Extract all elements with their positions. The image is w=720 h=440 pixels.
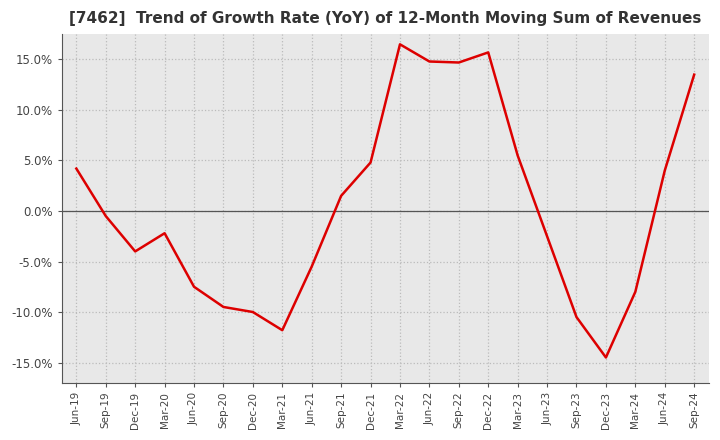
Title: [7462]  Trend of Growth Rate (YoY) of 12-Month Moving Sum of Revenues: [7462] Trend of Growth Rate (YoY) of 12-… xyxy=(69,11,701,26)
